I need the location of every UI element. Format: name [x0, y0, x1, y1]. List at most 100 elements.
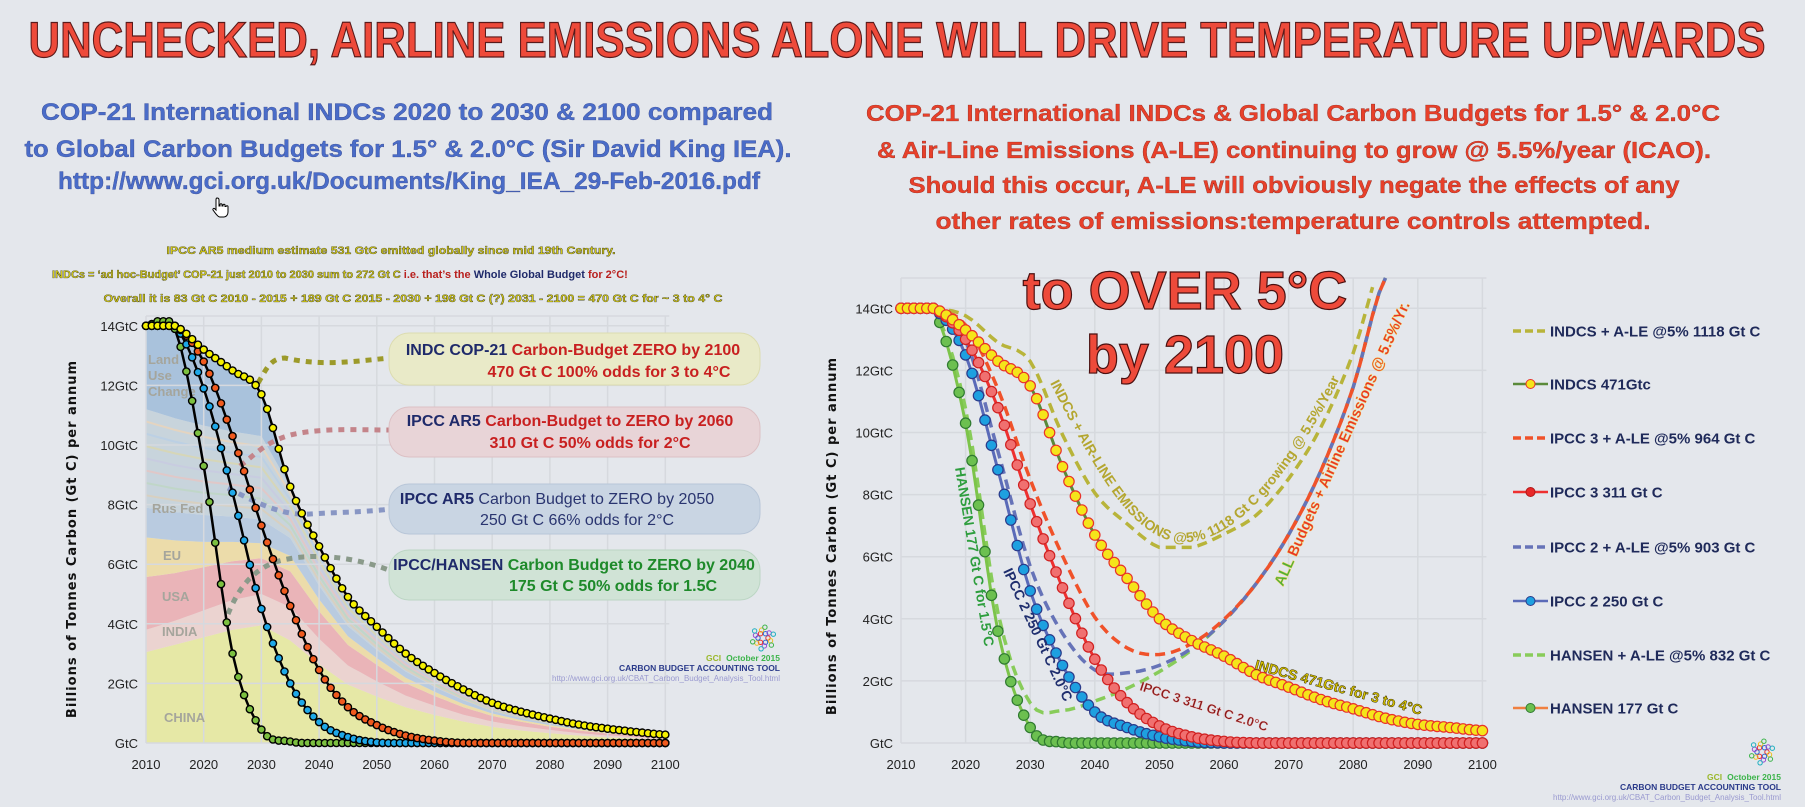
area-usa	[146, 558, 666, 739]
data-point	[210, 422, 220, 431]
data-point	[1017, 709, 1030, 721]
data-point	[1005, 675, 1017, 688]
data-point	[303, 705, 312, 715]
legend-item[interactable]: INDCS 471Gtc	[1513, 377, 1651, 394]
footer-gci: GCI	[706, 653, 721, 663]
y-tick-label: 10GtC	[855, 426, 893, 441]
note-line-3: Overall it is 83 Gt C 2010 - 2015 + 189 …	[104, 293, 723, 305]
data-point	[985, 589, 998, 602]
data-point	[1089, 529, 1101, 541]
logo-dot	[1761, 738, 1767, 744]
data-point	[1011, 459, 1024, 471]
data-point	[1076, 504, 1088, 516]
data-point	[228, 431, 237, 441]
logo-dot	[1769, 745, 1776, 751]
data-point	[280, 586, 289, 596]
data-point	[1114, 564, 1127, 577]
footer-gci: GCI	[1707, 772, 1722, 782]
data-point	[966, 344, 978, 356]
logo-dot	[768, 642, 775, 648]
data-point	[216, 357, 226, 367]
y-tick-label: 8GtC	[863, 488, 893, 503]
data-point	[1050, 566, 1062, 578]
callout-line-1: INDC COP-21 Carbon-Budget ZERO by 2100	[406, 342, 740, 359]
x-tick-label: 2020	[951, 757, 980, 772]
footer-gci-date: GCI October 2015	[706, 653, 780, 663]
footer-url[interactable]: http://www.gci.org.uk/CBAT_Carbon_Budget…	[552, 674, 780, 683]
legend-item[interactable]: HANSEN + A-LE @5% 832 Gt C	[1513, 648, 1771, 665]
data-point	[998, 653, 1011, 665]
data-point	[1024, 498, 1036, 510]
data-point	[239, 536, 249, 545]
data-point	[314, 717, 324, 727]
footer-tool: CARBON BUDGET ACCOUNTING TOOL	[619, 663, 780, 673]
legend-item[interactable]: INDCS + A-LE @5% 1118 Gt C	[1513, 324, 1761, 341]
callout-rest: Carbon-Budget ZERO by 2100	[507, 342, 740, 359]
legend-item[interactable]: IPCC 2 + A-LE @5% 903 Gt C	[1513, 540, 1756, 557]
data-point	[1024, 585, 1036, 597]
callout-line-2: 250 Gt C 66% odds for 2°C	[480, 512, 674, 529]
callout-box	[388, 332, 761, 386]
legend-item[interactable]: IPCC 3 + A-LE @5% 964 Gt C	[1513, 431, 1756, 448]
data-point	[239, 690, 249, 700]
data-point	[239, 466, 249, 476]
data-point	[1017, 371, 1030, 384]
x-tick-label: 2010	[887, 757, 916, 772]
data-point	[285, 482, 295, 492]
data-point	[268, 554, 278, 564]
data-point	[1024, 380, 1036, 392]
data-point	[1024, 721, 1036, 734]
x-tick-label: 2080	[1339, 757, 1368, 772]
data-point	[291, 689, 301, 699]
data-point	[1011, 539, 1024, 552]
x-tick-label: 2020	[189, 757, 218, 772]
right-subtitle: COP-21 International INDCs & Global Carb…	[866, 100, 1720, 234]
legend-item[interactable]: IPCC 2 250 Gt C	[1513, 594, 1664, 611]
area-other-nations	[146, 409, 666, 737]
data-point	[216, 443, 226, 453]
data-point	[1069, 612, 1082, 625]
data-point	[274, 653, 284, 663]
data-point	[268, 639, 278, 648]
y-tick-label: 14GtC	[100, 319, 138, 334]
data-point	[262, 538, 272, 547]
source-link[interactable]: http://www.gci.org.uk/Documents/King_IEA…	[58, 168, 761, 195]
data-point	[661, 730, 670, 740]
data-point	[1095, 664, 1108, 676]
y-tick-label: GtC	[870, 736, 893, 751]
left-subtitle-line-1: COP-21 International INDCs 2020 to 2030 …	[41, 99, 773, 126]
data-point	[1082, 641, 1095, 653]
data-point	[1017, 563, 1030, 576]
legend-swatch-marker	[1525, 379, 1536, 389]
data-point	[1121, 572, 1133, 585]
callout-line-2: 470 Gt C 100% odds for 3 to 4°C	[488, 364, 731, 381]
data-point	[337, 584, 347, 593]
legend-label: IPCC 3 + A-LE @5% 964 Gt C	[1550, 431, 1756, 448]
data-point	[193, 340, 203, 350]
legend-item[interactable]: IPCC 3 311 Gt C	[1513, 485, 1663, 502]
data-point	[998, 488, 1011, 501]
data-point	[176, 324, 185, 334]
data-point	[274, 571, 284, 580]
data-point	[205, 402, 214, 411]
footer-url[interactable]: http://www.gci.org.uk/CBAT_Carbon_Budget…	[1553, 793, 1781, 802]
left-footer: GCI October 2015 CARBON BUDGET ACCOUNTING…	[552, 624, 780, 683]
data-point	[1127, 581, 1140, 593]
data-point	[1140, 598, 1153, 610]
x-tick-label: 2100	[1468, 757, 1497, 772]
legend-label: HANSEN + A-LE @5% 832 Gt C	[1550, 648, 1771, 665]
y-tick-label: 14GtC	[855, 301, 893, 316]
data-point	[959, 417, 972, 429]
legend-item[interactable]: HANSEN 177 Gt C	[1513, 701, 1679, 718]
data-point	[245, 375, 255, 385]
x-tick-label: 2030	[1016, 757, 1045, 772]
data-point	[326, 683, 335, 693]
data-point	[245, 485, 255, 494]
data-point	[395, 644, 405, 654]
footer-tool: CARBON BUDGET ACCOUNTING TOOL	[1620, 782, 1781, 792]
right-y-axis-title: Billions of Tonnes Carbon (Gt C) per ann…	[825, 357, 840, 715]
data-point	[1076, 627, 1088, 639]
logo-dot	[1757, 741, 1764, 747]
series-line	[901, 286, 1375, 550]
data-point	[1095, 539, 1108, 552]
